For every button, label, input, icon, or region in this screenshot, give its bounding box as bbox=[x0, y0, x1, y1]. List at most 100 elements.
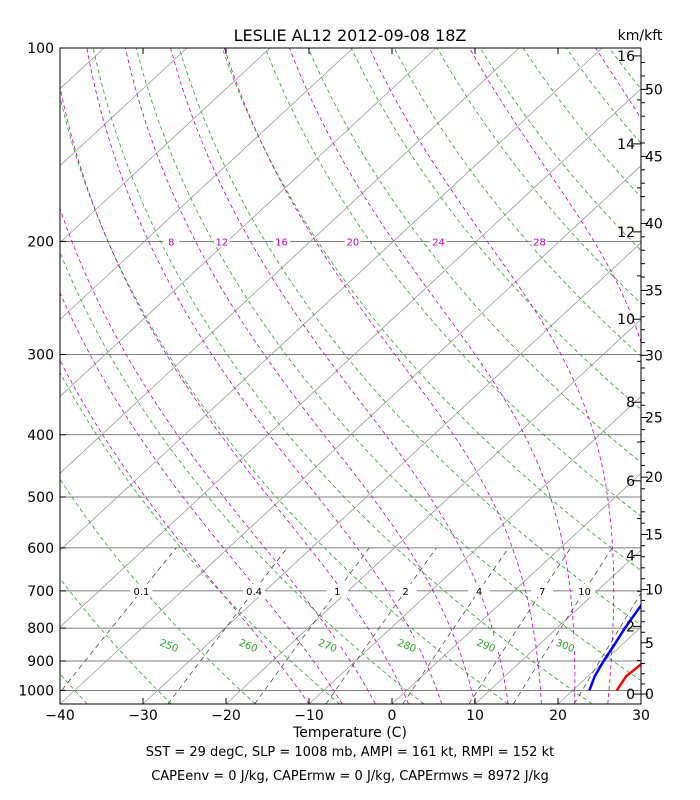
dry-adiabat-line bbox=[178, 48, 641, 626]
kft-tick-label: 15 bbox=[645, 527, 663, 543]
kft-tick-label: 25 bbox=[645, 410, 663, 426]
dry-adiabat-label-bg bbox=[553, 638, 578, 652]
dry-adiabat-line bbox=[264, 48, 641, 517]
mixing-ratio-label-bg bbox=[531, 583, 554, 597]
dry-adiabat-label-bg bbox=[474, 638, 499, 652]
isotherm-line bbox=[60, 165, 641, 704]
moist-adiabat-line bbox=[60, 291, 343, 704]
mixing-ratio-label-bg bbox=[243, 583, 266, 597]
isotherm-line bbox=[60, 88, 641, 628]
mixing-ratio-line bbox=[254, 547, 370, 704]
dry-adiabat-label-bg bbox=[395, 638, 420, 652]
x-tick-label: −40 bbox=[45, 708, 75, 724]
mixing-ratio-label: 10 bbox=[578, 587, 591, 598]
isotherm-line bbox=[60, 48, 354, 321]
isotherm-line bbox=[60, 48, 271, 244]
moist-adiabat-label: 24 bbox=[432, 237, 445, 248]
isotherm-line bbox=[0, 48, 21, 704]
dry-adiabat-line bbox=[652, 48, 700, 704]
moist-adiabat-label: 20 bbox=[346, 237, 359, 248]
kft-tick-label: 10 bbox=[645, 583, 663, 599]
x-axis-label: Temperature (C) bbox=[292, 725, 407, 740]
mixing-ratio-line bbox=[468, 547, 571, 704]
km-tick-label: 0 bbox=[626, 687, 635, 703]
isotherm-line bbox=[640, 703, 641, 704]
y-tick-label: 700 bbox=[27, 584, 54, 600]
km-tick-label: 16 bbox=[617, 49, 635, 65]
dry-adiabat-label-bg bbox=[315, 638, 340, 652]
x-tick-label: −10 bbox=[294, 708, 324, 724]
isotherm-line bbox=[60, 48, 603, 551]
dry-adiabat-line bbox=[60, 251, 425, 704]
moist-adiabat-label: 28 bbox=[533, 237, 546, 248]
moist-adiabat-label-bg bbox=[213, 234, 230, 248]
moist-adiabat-line bbox=[125, 48, 476, 704]
mixing-ratio-label: 0.1 bbox=[133, 587, 149, 598]
dry-adiabat-label-bg bbox=[236, 638, 261, 652]
moist-adiabat-label: 12 bbox=[215, 237, 228, 248]
mixing-ratio-label-bg bbox=[394, 583, 417, 597]
moist-adiabat-line bbox=[60, 84, 409, 704]
right-axis-label: km/kft bbox=[618, 28, 663, 44]
moist-adiabat-line bbox=[369, 48, 615, 704]
y-tick-label: 400 bbox=[27, 428, 54, 444]
moist-adiabat-line bbox=[224, 48, 542, 704]
mixing-ratio-label: 0.4 bbox=[246, 587, 262, 598]
mixing-ratio-line bbox=[512, 547, 613, 704]
dry-adiabat-line bbox=[695, 48, 700, 704]
moist-adiabat-label-bg bbox=[430, 234, 447, 248]
footer-line-1: SST = 29 degC, SLP = 1008 mb, AMPI = 161… bbox=[145, 745, 555, 760]
moist-adiabat-label-bg bbox=[531, 234, 548, 248]
series-layer bbox=[588, 603, 641, 692]
isotherm-line bbox=[60, 48, 520, 474]
km-tick-label: 12 bbox=[617, 225, 635, 241]
dry-adiabat-line bbox=[135, 48, 641, 681]
mixing-ratio-label: 2 bbox=[402, 587, 408, 598]
isotherm-line bbox=[60, 48, 188, 167]
moist-adiabat-line bbox=[60, 359, 310, 704]
mixing-ratio-label: 4 bbox=[476, 587, 482, 598]
dry-adiabat-line bbox=[221, 48, 641, 571]
axes-layer: −40 −30 −20 −10 0 10 20 30100200300400500600700… bbox=[18, 41, 662, 724]
skewt-chart: LESLIE AL12 2012-09-08 18Z km/kft 0.1 0.4… bbox=[0, 26, 700, 740]
mixing-ratio-label: 1 bbox=[334, 587, 340, 598]
mixing-ratio-label: 7 bbox=[539, 587, 545, 598]
footer-line-2: CAPEenv = 0 J/kg, CAPErmw = 0 J/kg, CAPE… bbox=[151, 769, 549, 784]
km-tick-label: 8 bbox=[626, 395, 635, 411]
mixing-ratio-line bbox=[402, 547, 509, 704]
plot-frame bbox=[59, 47, 642, 705]
moist-adiabat-label: 16 bbox=[275, 237, 288, 248]
km-tick-label: 4 bbox=[626, 548, 635, 564]
mixing-ratio-label-bg bbox=[468, 583, 491, 597]
km-tick-label: 14 bbox=[617, 137, 635, 153]
isotherm-line bbox=[60, 48, 437, 397]
moist-adiabat-line bbox=[86, 48, 443, 704]
moist-adiabat-line bbox=[170, 48, 509, 704]
mixing-ratio-label-bg bbox=[326, 583, 349, 597]
x-tick-label: 10 bbox=[466, 708, 484, 724]
moist-adiabat-label-bg bbox=[273, 234, 290, 248]
km-tick-label: 10 bbox=[617, 312, 635, 328]
moist-adiabat-line bbox=[289, 48, 576, 704]
dewpoint-profile-line bbox=[588, 603, 641, 691]
mixing-ratio-line bbox=[325, 547, 437, 704]
kft-tick-label: 5 bbox=[645, 636, 654, 652]
moist-adiabat-label-bg bbox=[344, 234, 361, 248]
y-tick-label: 600 bbox=[27, 541, 54, 557]
mixing-ratio-line bbox=[167, 547, 288, 704]
x-tick-label: 20 bbox=[549, 708, 567, 724]
y-tick-label: 300 bbox=[27, 347, 54, 363]
isotherm-line bbox=[391, 472, 641, 704]
moist-adiabat-label-bg bbox=[163, 234, 180, 248]
dry-adiabat-line bbox=[92, 48, 593, 704]
mixing-ratio-label-bg bbox=[573, 583, 596, 597]
kft-tick-label: 30 bbox=[645, 348, 663, 364]
kft-tick-label: 45 bbox=[645, 149, 663, 165]
mixing-ratio-line bbox=[60, 547, 177, 694]
isotherm-line bbox=[308, 395, 641, 704]
y-tick-label: 100 bbox=[27, 41, 54, 57]
moist-adiabat-line bbox=[60, 207, 376, 704]
y-tick-label: 900 bbox=[27, 654, 54, 670]
dry-adiabat-line bbox=[60, 371, 340, 704]
